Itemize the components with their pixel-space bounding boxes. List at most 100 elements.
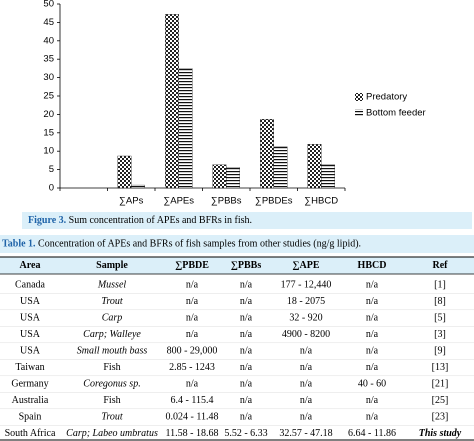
table-cell: n/a <box>300 411 313 422</box>
y-tick-label: 35 <box>43 54 54 65</box>
table-cell: n/a <box>240 345 253 356</box>
table-cell: [13] <box>432 362 449 373</box>
table-cell: 6.4 - 115.4 <box>171 395 214 406</box>
table-cell: 4900 - 8200 <box>282 329 330 340</box>
table-cell: Carp; Walleye <box>83 329 141 340</box>
table-cell: n/a <box>186 296 199 307</box>
table-cell: n/a <box>240 378 253 389</box>
table-cell: n/a <box>366 362 379 373</box>
table-cell: n/a <box>366 312 379 323</box>
header-cell: HBCD <box>358 260 387 271</box>
bar <box>117 155 132 189</box>
x-tick-label: ∑PBBs <box>211 196 242 207</box>
table-cell: [5] <box>434 312 446 323</box>
table-cell: Taiwan <box>15 362 44 373</box>
y-tick-label: 15 <box>43 127 54 138</box>
table-cell: 177 - 12,440 <box>281 279 332 290</box>
legend-swatch <box>355 109 363 117</box>
legend-label: Predatory <box>366 92 407 103</box>
table-cell: [21] <box>432 378 449 389</box>
table: Area Sample ∑PBDE ∑PBBs ∑APE HBCD Ref Canada Mus… <box>0 260 474 439</box>
table-cell: n/a <box>240 279 253 290</box>
y-tick-label: 40 <box>43 35 54 46</box>
table-cell: 11.58 - 18.68 <box>166 428 219 439</box>
table-cell: n/a <box>366 411 379 422</box>
table-cell: n/a <box>366 329 379 340</box>
bar <box>307 144 322 189</box>
table-cell: n/a <box>240 329 253 340</box>
table-cell: Trout <box>101 411 123 422</box>
header-cell: ∑PBDE <box>175 260 209 271</box>
bar <box>178 68 193 189</box>
table-cell: Trout <box>101 296 123 307</box>
table-cell: Carp <box>102 312 123 323</box>
table-cell: n/a <box>240 395 253 406</box>
table-cell: n/a <box>186 279 199 290</box>
table-cell: 32.57 - 47.18 <box>279 428 332 439</box>
x-tick-label: ∑PBDEs <box>255 196 293 207</box>
chart: 0 5 10 15 20 25 30 35 40 45 50 ∑APs ∑APEs ∑PBBs ∑PBDEs… <box>43 0 425 207</box>
table-cell: [25] <box>432 395 449 406</box>
table-cell: This study <box>419 428 462 439</box>
table-cell: n/a <box>186 329 199 340</box>
table-cell: Germany <box>11 378 48 389</box>
table-caption-band <box>0 235 474 253</box>
table-cell: Fish <box>103 362 120 373</box>
table-cell: USA <box>20 329 41 340</box>
legend-swatch <box>355 93 363 101</box>
table-cell: South Africa <box>5 428 56 439</box>
table-cell: [9] <box>434 345 446 356</box>
table-cell: 5.52 - 6.33 <box>224 428 267 439</box>
table-cell: Carp; Labeo umbratus <box>66 428 158 439</box>
table-cell: n/a <box>300 395 313 406</box>
bar <box>321 164 335 189</box>
table-cell: n/a <box>366 395 379 406</box>
table-cell: n/a <box>300 362 313 373</box>
table-cell: [23] <box>432 411 449 422</box>
bar <box>260 119 274 189</box>
caption-label: Table 1. <box>2 239 36 250</box>
y-tick-label: 10 <box>43 146 54 157</box>
caption-text: Sum concentration of APEs and BFRs in fi… <box>69 215 252 226</box>
header-cell: ∑PBBs <box>231 260 262 271</box>
table-cell: n/a <box>366 345 379 356</box>
y-tick-label: 5 <box>49 164 54 175</box>
x-tick-label: ∑APs <box>119 196 143 207</box>
table-cell: n/a <box>300 345 313 356</box>
table-cell: Spain <box>19 411 42 422</box>
table-cell: n/a <box>240 296 253 307</box>
table-cell: Coregonus sp. <box>83 378 140 389</box>
table-cell: [8] <box>434 296 446 307</box>
table-cell: USA <box>20 345 41 356</box>
figure-caption: Figure 3. Sum concentration of APEs and … <box>28 215 252 226</box>
header-cell: Sample <box>96 260 128 271</box>
table-cell: 40 - 60 <box>358 378 386 389</box>
table-cell: Fish <box>103 395 120 406</box>
table-cell: [3] <box>434 329 446 340</box>
bar <box>165 14 179 189</box>
header-cell: ∑APE <box>292 260 319 271</box>
caption-text: Concentration of APEs and BFRs of fish s… <box>38 239 361 250</box>
x-tick-label: ∑APEs <box>163 196 194 207</box>
table-cell: [1] <box>434 279 446 290</box>
table-caption: Table 1. Concentration of APEs and BFRs … <box>2 239 361 250</box>
y-tick-label: 0 <box>49 183 54 194</box>
y-tick-label: 20 <box>43 109 54 120</box>
table-cell: n/a <box>186 378 199 389</box>
table-cell: n/a <box>366 279 379 290</box>
table-cell: USA <box>20 296 41 307</box>
table-cell: n/a <box>300 378 313 389</box>
table-cell: n/a <box>366 296 379 307</box>
caption-label: Figure 3. <box>28 215 67 226</box>
table-cell: 18 - 2075 <box>287 296 325 307</box>
y-tick-label: 50 <box>43 0 54 10</box>
bar <box>226 167 240 189</box>
legend-label: Bottom feeder <box>366 108 426 119</box>
table-cell: Mussel <box>97 279 127 290</box>
table-cell: n/a <box>186 312 199 323</box>
table-cell: 6.64 - 11.86 <box>348 428 396 439</box>
x-tick-label: ∑HBCD <box>304 196 338 207</box>
header-cell: Area <box>20 260 41 271</box>
table-header-band <box>0 257 474 274</box>
